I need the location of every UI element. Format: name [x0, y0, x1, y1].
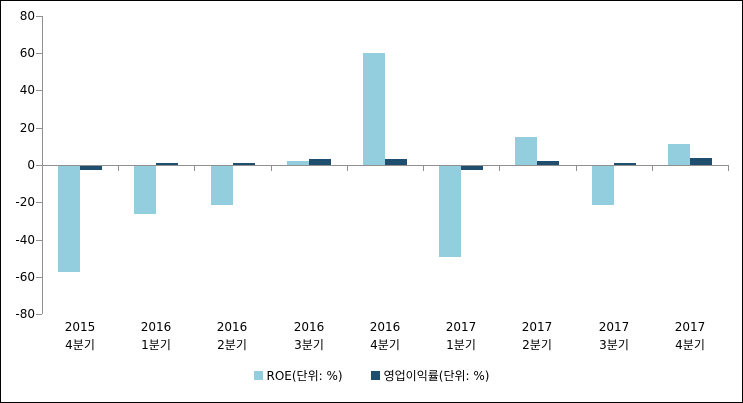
y-axis-tick-label: 40 — [19, 83, 35, 97]
bar-operating-margin — [156, 163, 178, 165]
x-label-quarter: 1분기 — [141, 338, 171, 352]
legend-item-roe: ROE(단위: %) — [253, 367, 343, 384]
legend-label-roe: ROE(단위: %) — [266, 369, 343, 383]
x-axis-tick — [576, 165, 577, 171]
x-label-year: 2016 — [293, 320, 325, 334]
x-axis-line — [36, 165, 728, 166]
y-axis-tick-label: -40 — [15, 233, 35, 247]
y-axis-tick-label: 0 — [27, 158, 35, 172]
x-axis-category-label: 2017 3분기 — [576, 318, 652, 354]
x-label-quarter: 2분기 — [217, 338, 247, 352]
bar-roe — [515, 137, 537, 165]
bar-operating-margin — [385, 159, 407, 165]
x-axis-tick — [194, 165, 195, 171]
x-axis-category-label: 2016 1분기 — [118, 318, 194, 354]
bar-operating-margin — [309, 159, 331, 165]
y-axis-tick-label: -80 — [15, 307, 35, 321]
x-axis-category-label: 2017 1분기 — [423, 318, 499, 354]
y-axis-tick-label: -20 — [15, 195, 35, 209]
y-axis-tick — [36, 240, 42, 241]
y-axis-tick — [36, 53, 42, 54]
bar-roe — [58, 166, 80, 272]
x-axis-tick — [42, 165, 43, 171]
x-label-quarter: 4분기 — [65, 338, 95, 352]
bar-roe — [592, 166, 614, 205]
y-axis-tick-label: 20 — [19, 121, 35, 135]
bar-operating-margin — [537, 161, 559, 165]
y-axis-tick — [36, 202, 42, 203]
y-axis-tick — [36, 314, 42, 315]
x-axis-category-label: 2016 3분기 — [271, 318, 347, 354]
bar-roe — [363, 53, 385, 165]
bar-operating-margin — [690, 158, 712, 165]
operating-margin-series-swatch-icon — [370, 371, 380, 380]
x-axis-tick — [652, 165, 653, 171]
bar-roe — [287, 161, 309, 165]
x-axis-tick — [271, 165, 272, 171]
x-axis-tick — [423, 165, 424, 171]
x-label-quarter: 4분기 — [370, 338, 400, 352]
roe-series-swatch-icon — [253, 371, 263, 380]
x-label-year: 2017 — [445, 320, 477, 334]
x-label-quarter: 2분기 — [522, 338, 552, 352]
x-label-year: 2016 — [216, 320, 248, 334]
x-axis-tick — [728, 165, 729, 171]
x-label-year: 2017 — [521, 320, 553, 334]
x-label-quarter: 1분기 — [446, 338, 476, 352]
x-label-year: 2016 — [369, 320, 401, 334]
x-axis-tick — [347, 165, 348, 171]
x-axis-category-label: 2016 2분기 — [194, 318, 270, 354]
chart-legend: ROE(단위: %) 영업이익률(단위: %) — [1, 367, 742, 384]
bar-roe — [211, 166, 233, 205]
legend-item-operating-margin: 영업이익률(단위: %) — [370, 367, 490, 384]
y-axis-tick-label: 80 — [19, 9, 35, 23]
y-axis-tick-label: -60 — [15, 270, 35, 284]
x-label-year: 2017 — [598, 320, 630, 334]
y-axis-tick-label: 60 — [19, 46, 35, 60]
x-axis-category-label: 2017 4분기 — [652, 318, 728, 354]
bar-operating-margin — [233, 163, 255, 165]
y-axis-tick — [36, 16, 42, 17]
x-label-year: 2015 — [64, 320, 96, 334]
legend-label-operating-margin: 영업이익률(단위: %) — [383, 369, 490, 383]
y-axis-tick — [36, 90, 42, 91]
bar-roe — [439, 166, 461, 257]
x-label-year: 2016 — [140, 320, 172, 334]
x-axis-category-label: 2016 4분기 — [347, 318, 423, 354]
bar-operating-margin — [614, 163, 636, 165]
bar-operating-margin — [80, 166, 102, 170]
x-axis-category-label: 2015 4분기 — [42, 318, 118, 354]
bar-roe — [134, 166, 156, 214]
x-label-quarter: 3분기 — [294, 338, 324, 352]
y-axis-tick — [36, 128, 42, 129]
x-axis-tick — [499, 165, 500, 171]
bar-operating-margin — [461, 166, 483, 170]
x-axis-category-label: 2017 2분기 — [499, 318, 575, 354]
x-axis-tick — [118, 165, 119, 171]
y-axis-tick — [36, 277, 42, 278]
x-label-quarter: 4분기 — [675, 338, 705, 352]
bar-roe — [668, 144, 690, 165]
x-label-year: 2017 — [674, 320, 706, 334]
x-label-quarter: 3분기 — [599, 338, 629, 352]
